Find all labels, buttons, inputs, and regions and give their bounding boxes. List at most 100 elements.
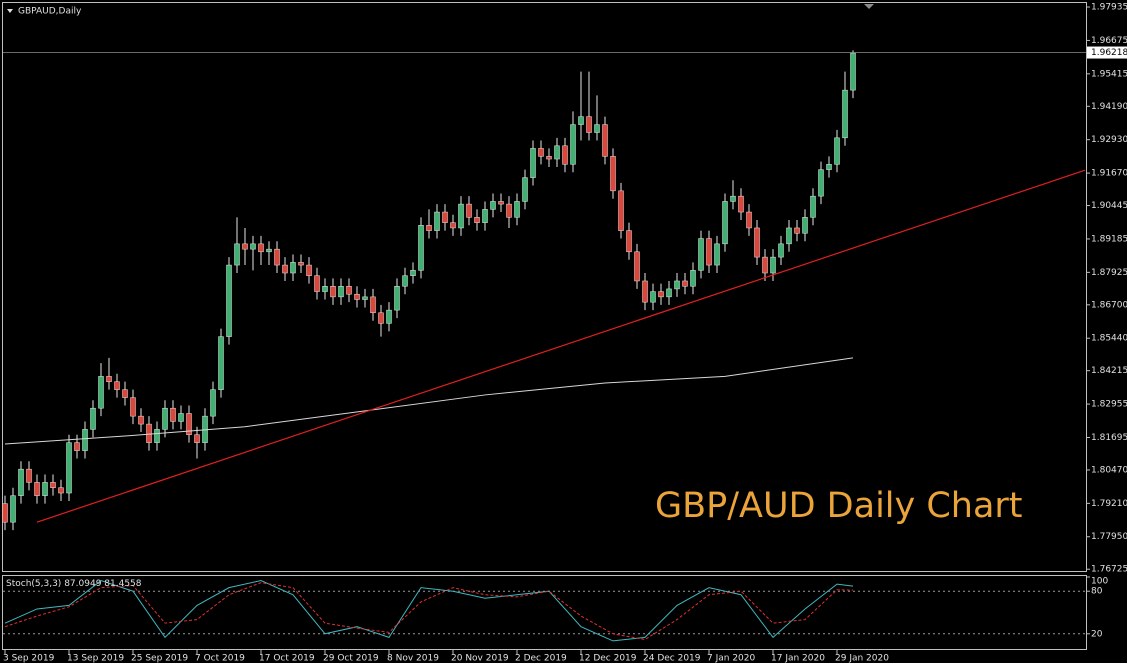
candle-body xyxy=(634,251,640,282)
candle-body xyxy=(714,243,720,266)
candle-body xyxy=(538,148,544,157)
candle-body xyxy=(258,243,264,253)
candle-body xyxy=(378,312,384,324)
y-tick-label: 100 xyxy=(1091,577,1108,587)
y-tick-label: 1.79210 xyxy=(1091,499,1127,509)
y-tick-label: 20 xyxy=(1091,629,1103,639)
chart-title: GBPAUD,Daily xyxy=(18,7,82,17)
candle-body xyxy=(746,211,752,229)
candle-body xyxy=(170,407,176,422)
candle-body xyxy=(418,225,424,271)
candle-body xyxy=(682,280,688,287)
candle-body xyxy=(2,503,8,523)
candle-body xyxy=(130,397,136,417)
y-tick-label: 80 xyxy=(1091,587,1103,597)
candle-body xyxy=(658,291,664,298)
x-tick-label: 7 Jan 2020 xyxy=(707,654,755,663)
candle-body xyxy=(762,256,768,274)
candle-body xyxy=(498,201,504,205)
candle-body xyxy=(730,195,736,202)
candle-body xyxy=(706,238,712,266)
x-tick-label: 12 Dec 2019 xyxy=(579,654,637,663)
candle-body xyxy=(698,238,704,271)
candle-body xyxy=(106,376,112,382)
candle-body xyxy=(530,148,536,178)
y-tick-label: 1.84215 xyxy=(1091,366,1127,376)
x-tick-label: 29 Oct 2019 xyxy=(323,654,379,663)
candles xyxy=(2,50,856,531)
candle-body xyxy=(218,336,224,390)
y-tick-label: 1.91670 xyxy=(1091,169,1127,179)
candle-body xyxy=(786,227,792,245)
candle-body xyxy=(402,275,408,287)
candle-body xyxy=(722,201,728,245)
y-tick-label: 1.80470 xyxy=(1091,465,1127,475)
candle-body xyxy=(26,468,32,483)
y-tick-label: 1.96675 xyxy=(1091,36,1127,46)
candle-body xyxy=(642,280,648,303)
y-tick-label: 1.97935 xyxy=(1091,3,1127,13)
candle-body xyxy=(226,264,232,337)
candle-body xyxy=(354,293,360,300)
y-tick-label: 1.90445 xyxy=(1091,201,1127,211)
y-tick-label: 1.85440 xyxy=(1091,334,1127,344)
candle-body xyxy=(90,407,96,430)
candle-body xyxy=(626,230,632,253)
candle-body xyxy=(370,296,376,314)
y-tick-label: 1.87925 xyxy=(1091,268,1127,278)
candle-body xyxy=(546,156,552,160)
candle-body xyxy=(810,195,816,218)
candle-body xyxy=(234,243,240,266)
y-tick-label: 1.94190 xyxy=(1091,102,1127,112)
candle-body xyxy=(594,124,600,133)
y-tick-label: 1.86700 xyxy=(1091,300,1127,310)
candle-body xyxy=(114,381,120,390)
candle-body xyxy=(842,89,848,139)
candle-body xyxy=(514,201,520,218)
y-tick-label: 1.92930 xyxy=(1091,135,1127,145)
candle-body xyxy=(74,442,80,451)
candle-body xyxy=(770,256,776,274)
candle-body xyxy=(386,309,392,324)
annotation: GBP/AUD Daily Chart xyxy=(655,486,1023,526)
candle-body xyxy=(466,203,472,218)
candle-body xyxy=(322,286,328,292)
candle-body xyxy=(338,286,344,298)
candle-body xyxy=(210,389,216,417)
x-tick-label: 25 Sep 2019 xyxy=(131,654,188,663)
candle-body xyxy=(162,407,168,430)
candle-body xyxy=(306,264,312,276)
candle-body xyxy=(802,217,808,234)
candle-body xyxy=(490,201,496,210)
candle-body xyxy=(602,124,608,157)
stoch-main-value: 87.0949 xyxy=(64,579,101,589)
candle-body xyxy=(474,217,480,223)
stoch-title: Stoch(5,3,3) 87.0949 81.4558 xyxy=(6,579,142,589)
candle-body xyxy=(194,434,200,443)
candle-body xyxy=(618,190,624,231)
candle-body xyxy=(250,243,256,250)
candle-body xyxy=(506,203,512,218)
candle-body xyxy=(826,164,832,170)
x-tick-label: 7 Oct 2019 xyxy=(195,654,245,663)
x-tick-label: 24 Dec 2019 xyxy=(643,654,701,663)
candle-body xyxy=(154,429,160,443)
stoch-main xyxy=(4,579,854,642)
candle-body xyxy=(178,413,184,422)
x-tick-label: 17 Jan 2020 xyxy=(771,654,825,663)
stoch-frame xyxy=(2,575,1087,650)
candle-body xyxy=(266,248,272,253)
candle-body xyxy=(330,286,336,298)
candle-body xyxy=(674,280,680,290)
candle-body xyxy=(578,116,584,125)
candle-body xyxy=(834,137,840,165)
candle-body xyxy=(818,169,824,197)
candle-body xyxy=(10,495,16,523)
candle-body xyxy=(282,264,288,274)
candle-body xyxy=(610,156,616,192)
candle-body xyxy=(298,262,304,266)
candle-body xyxy=(650,291,656,303)
main-frame xyxy=(2,2,1087,572)
